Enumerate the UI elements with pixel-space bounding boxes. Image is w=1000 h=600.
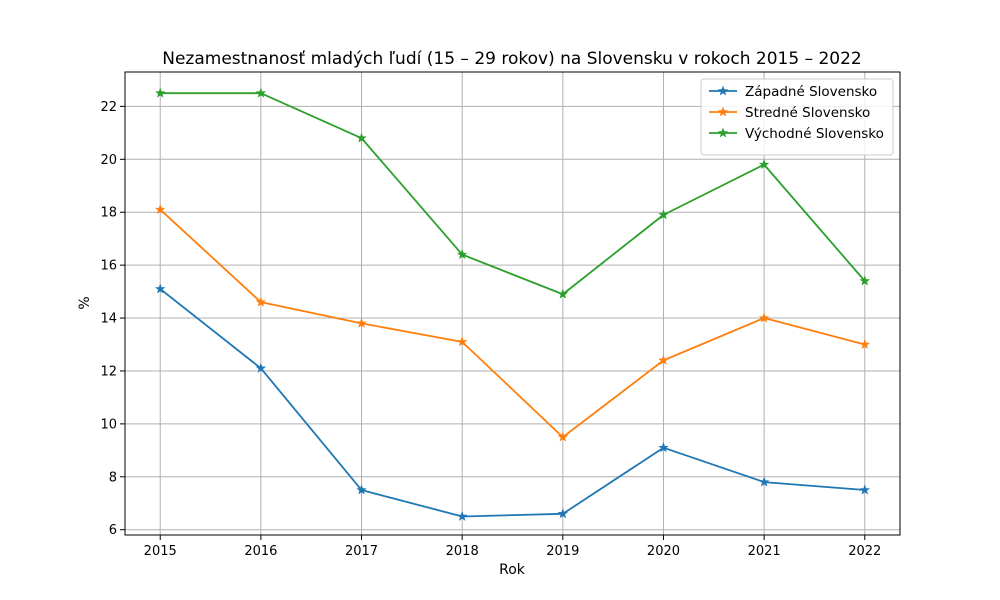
legend-marker bbox=[717, 85, 729, 96]
legend-label: Západné Slovensko bbox=[745, 84, 877, 100]
data-point bbox=[255, 362, 267, 373]
data-point bbox=[456, 336, 468, 347]
series-západné-slovensko bbox=[155, 283, 870, 521]
data-point bbox=[658, 442, 669, 453]
x-tick-label: 2021 bbox=[748, 544, 781, 559]
x-tick-label: 2017 bbox=[345, 544, 378, 559]
data-point bbox=[557, 288, 569, 299]
legend-marker bbox=[717, 106, 729, 117]
y-axis: 6 8 10 12 14 16 18 20 22 bbox=[100, 100, 125, 538]
series-východné-slovensko bbox=[155, 87, 870, 299]
data-point bbox=[255, 296, 267, 307]
y-tick-label: 14 bbox=[100, 312, 117, 327]
data-point bbox=[456, 511, 468, 521]
x-tick-label: 2022 bbox=[848, 544, 881, 559]
data-point bbox=[859, 339, 870, 349]
y-tick-label: 12 bbox=[100, 364, 117, 379]
data-point bbox=[456, 249, 468, 259]
data-point bbox=[356, 317, 367, 328]
data-point bbox=[155, 283, 166, 294]
series-stredné-slovensko bbox=[155, 204, 870, 442]
x-axis-label: Rok bbox=[499, 562, 526, 578]
data-point bbox=[859, 275, 870, 286]
legend-entry: Stredné Slovensko bbox=[709, 105, 870, 121]
series-line bbox=[159, 288, 865, 518]
data-point bbox=[658, 354, 669, 365]
data-point bbox=[758, 159, 770, 170]
series-layer bbox=[155, 87, 870, 521]
plot-area-frame bbox=[124, 71, 901, 536]
y-tick-label: 10 bbox=[100, 417, 117, 432]
y-axis-label: % bbox=[77, 296, 93, 309]
data-point bbox=[658, 209, 669, 220]
data-point bbox=[758, 476, 770, 487]
data-point bbox=[557, 508, 569, 519]
data-point bbox=[155, 204, 166, 214]
data-point bbox=[255, 87, 267, 98]
x-tick-label: 2018 bbox=[446, 544, 479, 559]
legend-entry: Východné Slovensko bbox=[709, 126, 884, 142]
legend-label: Stredné Slovensko bbox=[745, 105, 870, 121]
data-point bbox=[356, 484, 367, 495]
series-line bbox=[160, 92, 866, 296]
legend-marker bbox=[717, 127, 729, 138]
grid-lines bbox=[125, 72, 900, 535]
x-tick-label: 2020 bbox=[647, 544, 680, 559]
y-tick-label: 8 bbox=[109, 470, 117, 485]
x-tick-label: 2015 bbox=[144, 544, 177, 559]
y-tick-label: 16 bbox=[100, 259, 117, 274]
x-tick-label: 2016 bbox=[244, 544, 277, 559]
y-tick-label: 6 bbox=[109, 523, 117, 538]
chart-title: Nezamestnanosť mladých ľudí (15 – 29 rok… bbox=[162, 49, 862, 69]
legend-entry: Západné Slovensko bbox=[709, 84, 877, 100]
series-line bbox=[159, 208, 865, 439]
legend: Západné Slovensko Stredné Slovensko Východ… bbox=[700, 78, 894, 156]
data-point bbox=[758, 312, 770, 323]
data-point bbox=[859, 484, 870, 495]
legend-label: Východné Slovensko bbox=[745, 126, 884, 142]
legend-box bbox=[700, 78, 894, 156]
data-point bbox=[356, 132, 367, 143]
y-tick-label: 18 bbox=[100, 206, 117, 221]
y-tick-label: 22 bbox=[100, 100, 117, 115]
x-tick-label: 2019 bbox=[546, 544, 579, 559]
x-axis: 2015 2016 2017 2018 2019 2020 2021 2022 bbox=[144, 535, 881, 559]
data-point bbox=[557, 431, 569, 442]
y-tick-label: 20 bbox=[100, 153, 117, 168]
data-point bbox=[155, 87, 166, 98]
